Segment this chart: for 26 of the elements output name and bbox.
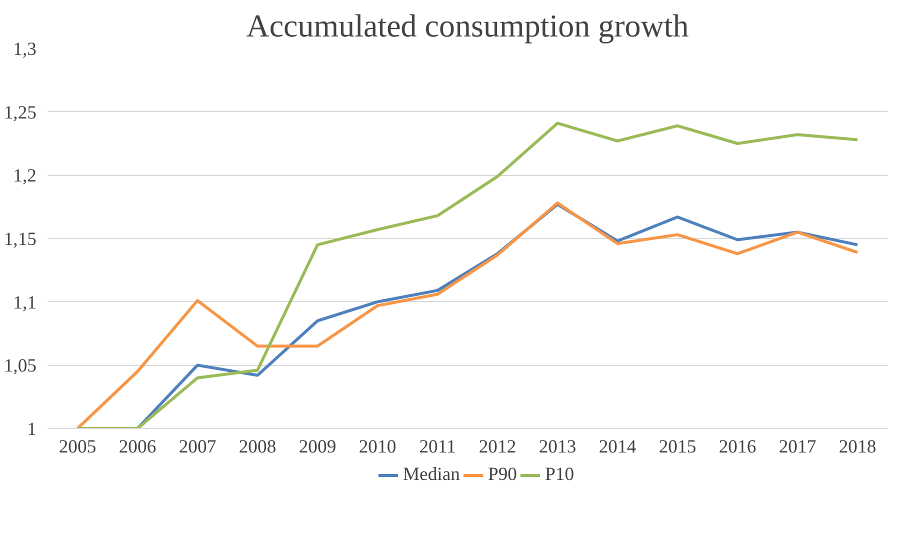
x-tick-label: 2015 <box>658 436 696 458</box>
y-tick-label: 1,1 <box>13 292 37 314</box>
x-tick-label: 2017 <box>778 436 816 458</box>
x-tick-label: 2014 <box>598 436 637 458</box>
x-tick-label: 2018 <box>838 436 876 458</box>
y-tick-label: 1,15 <box>4 229 37 250</box>
chart-title: Accumulated consumption growth <box>246 8 689 44</box>
x-tick-label: 2006 <box>118 436 156 458</box>
x-tick-label: 2011 <box>419 436 456 458</box>
x-tick-label: 2005 <box>58 436 96 458</box>
x-tick-label: 2013 <box>538 436 576 458</box>
legend-label: Median <box>402 464 460 486</box>
x-tick-label: 2010 <box>358 436 396 458</box>
x-tick-label: 2007 <box>178 436 216 458</box>
y-tick-label: 1,25 <box>4 102 37 124</box>
y-tick-label: 1,2 <box>13 166 37 187</box>
legend-label: P90 <box>488 464 517 486</box>
y-tick-label: 1 <box>27 419 36 440</box>
x-tick-label: 2016 <box>718 436 756 458</box>
y-tick-label: 1,3 <box>13 39 37 60</box>
x-tick-label: 2012 <box>478 436 516 458</box>
y-tick-label: 1,05 <box>4 356 37 377</box>
line-series <box>76 122 859 428</box>
x-tick-label: 2009 <box>298 436 336 458</box>
legend-label: P10 <box>545 464 574 486</box>
x-tick-label: 2008 <box>238 436 276 458</box>
